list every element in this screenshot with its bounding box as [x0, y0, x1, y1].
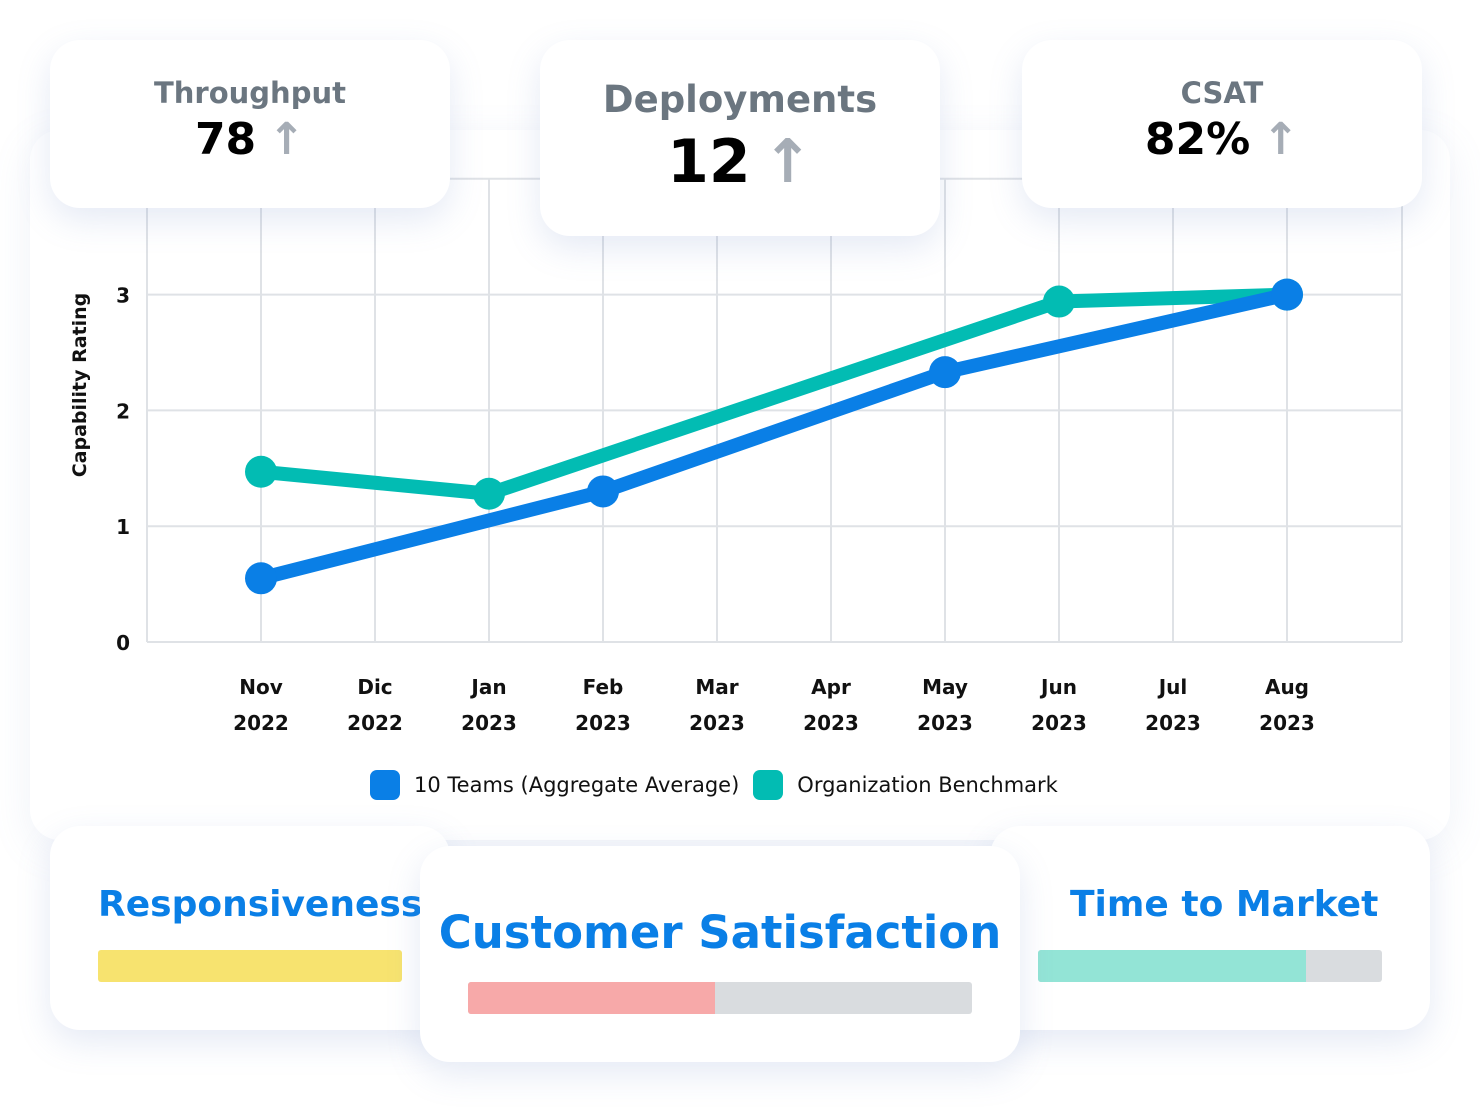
series-line: [254, 287, 1294, 501]
x-tick-label: 2023: [917, 711, 973, 735]
legend-label: 10 Teams (Aggregate Average): [414, 773, 740, 797]
kpi-value: 82%: [1144, 114, 1251, 165]
kpi-title: Deployments: [602, 78, 878, 121]
progress-bar: [468, 982, 972, 1014]
data-point: [587, 475, 619, 508]
x-tick-label: Nov: [239, 675, 283, 699]
progress-bar: [1038, 950, 1382, 982]
progress-bar: [98, 950, 402, 982]
x-tick-label: 2023: [1259, 711, 1315, 735]
x-tick-label: Jun: [1039, 675, 1077, 699]
x-tick-label: Mar: [695, 675, 738, 699]
progress-fill: [98, 950, 402, 982]
x-tick-label: May: [922, 675, 968, 699]
x-tick-label: 2023: [575, 711, 631, 735]
kpi-value: 78: [194, 114, 257, 165]
kpi-card-throughput: Throughput 78 ↑: [50, 40, 450, 208]
x-tick-label: Dic: [357, 675, 392, 699]
y-tick-label: 3: [116, 284, 130, 308]
kpi-card-deployments: Deployments 12 ↑: [540, 40, 940, 236]
x-tick-label: 2022: [347, 711, 403, 735]
legend-item-benchmark[interactable]: Organization Benchmark: [753, 770, 1058, 800]
progress-card-customer-satisfaction: Customer Satisfaction: [420, 846, 1020, 1062]
data-point: [473, 477, 505, 510]
y-tick-label: 1: [116, 515, 130, 539]
legend-swatch: [370, 770, 400, 800]
x-tick-label: Apr: [811, 675, 851, 699]
x-tick-label: Jan: [469, 675, 506, 699]
x-tick-label: Feb: [583, 675, 624, 699]
y-tick-label: 2: [116, 399, 130, 423]
x-tick-label: 2023: [803, 711, 859, 735]
kpi-title: Throughput: [154, 76, 346, 110]
kpi-value: 12: [667, 127, 751, 197]
legend-label: Organization Benchmark: [797, 773, 1058, 797]
x-tick-label: 2023: [1145, 711, 1201, 735]
y-tick-label: 0: [116, 631, 130, 655]
arrow-up-icon: ↑: [268, 114, 306, 165]
arrow-up-icon: ↑: [1262, 114, 1300, 165]
x-tick-label: Jul: [1157, 675, 1188, 699]
data-point: [245, 562, 277, 595]
x-tick-label: 2022: [233, 711, 289, 735]
progress-card-time-to-market: Time to Market: [990, 826, 1430, 1030]
progress-fill: [1038, 950, 1307, 982]
kpi-title: CSAT: [1180, 76, 1264, 110]
kpi-card-csat: CSAT 82% ↑: [1022, 40, 1422, 208]
x-tick-label: Aug: [1265, 675, 1309, 699]
progress-card-responsiveness: Responsiveness: [50, 826, 450, 1030]
arrow-up-icon: ↑: [762, 127, 813, 197]
progress-title: Customer Satisfaction: [438, 906, 1002, 959]
x-tick-label: 2023: [689, 711, 745, 735]
legend-swatch: [753, 770, 784, 800]
data-point: [245, 455, 277, 488]
y-axis-label: Capability Rating: [69, 292, 91, 478]
progress-title: Time to Market: [1070, 884, 1379, 925]
data-point: [1271, 278, 1303, 311]
data-point: [1043, 285, 1075, 318]
x-tick-label: 2023: [1031, 711, 1087, 735]
legend-item-teams[interactable]: 10 Teams (Aggregate Average): [370, 770, 739, 800]
legend: 10 Teams (Aggregate Average) Organizatio…: [370, 770, 1058, 800]
x-tick-label: 2023: [461, 711, 517, 735]
progress-fill: [468, 982, 715, 1014]
progress-title: Responsiveness: [98, 884, 423, 925]
data-point: [929, 356, 961, 389]
series-line: [254, 287, 1294, 586]
